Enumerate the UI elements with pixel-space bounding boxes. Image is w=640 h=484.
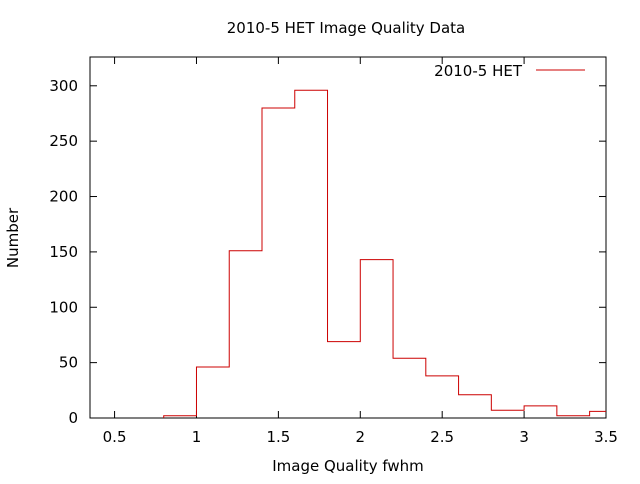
y-tick-label: 250 — [49, 132, 78, 150]
y-tick-label: 200 — [49, 188, 78, 206]
histogram-bin — [328, 342, 361, 418]
histogram-bin — [590, 411, 606, 418]
x-tick-label: 1.5 — [266, 428, 290, 446]
plot-area: 0.5 1 1.5 2 2.5 3 3.5 0 50 100 150 200 250 300 — [49, 56, 618, 446]
histogram-bin — [557, 416, 590, 418]
histogram-bin — [262, 108, 295, 418]
x-tick-label: 2 — [356, 428, 366, 446]
y-tick-label: 150 — [49, 243, 78, 261]
plot-border — [89, 56, 607, 419]
histogram-bin — [164, 416, 197, 418]
histogram-bin — [360, 260, 393, 418]
x-tick-label: 0.5 — [103, 428, 127, 446]
y-tick-label: 100 — [49, 298, 78, 316]
histogram-series-line — [163, 89, 606, 418]
x-tick-label: 3 — [519, 428, 529, 446]
histogram-bin — [524, 406, 557, 418]
histogram-bin — [459, 395, 492, 418]
histogram-bin — [426, 376, 459, 418]
histogram-bin — [196, 367, 229, 418]
y-tick-label: 50 — [59, 354, 78, 372]
legend-label: 2010-5 HET — [434, 62, 523, 80]
chart-title: 2010-5 HET Image Quality Data — [227, 19, 466, 37]
histogram-bin — [295, 90, 328, 418]
histogram-bin — [491, 410, 524, 418]
histogram-bin — [229, 251, 262, 418]
histogram-bin — [393, 358, 426, 418]
x-tick-label: 2.5 — [430, 428, 454, 446]
y-axis-label: Number — [4, 207, 22, 268]
legend: 2010-5 HET — [434, 62, 585, 80]
x-tick-label: 1 — [192, 428, 202, 446]
y-tick-label: 300 — [49, 77, 78, 95]
x-tick-label: 3.5 — [594, 428, 618, 446]
x-axis-label: Image Quality fwhm — [272, 457, 424, 475]
y-tick-label: 0 — [68, 409, 78, 427]
